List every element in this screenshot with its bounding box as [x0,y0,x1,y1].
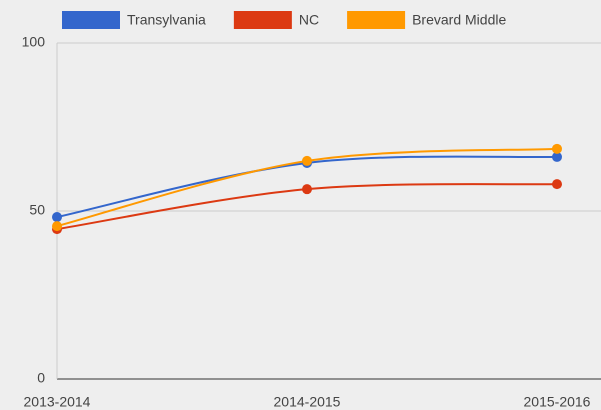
x-tick-label: 2014-2015 [274,394,341,410]
legend-swatch [347,11,406,29]
data-point [302,155,312,166]
data-point [302,184,312,195]
legend-label: Brevard Middle [412,12,506,28]
data-point [552,151,562,162]
legend-label: NC [299,12,319,28]
x-tick-label: 2013-2014 [24,394,91,410]
y-tick-label: 50 [29,202,45,218]
legend-label: Transylvania [127,12,206,28]
data-point [552,143,562,154]
y-tick-label: 100 [22,34,46,50]
data-point [552,179,562,190]
legend-swatch [233,11,292,29]
x-tick-label: 2015-2016 [524,394,591,410]
data-point [52,221,62,232]
data-point [52,212,62,223]
y-tick-label: 0 [37,370,45,386]
legend-swatch [62,11,120,29]
